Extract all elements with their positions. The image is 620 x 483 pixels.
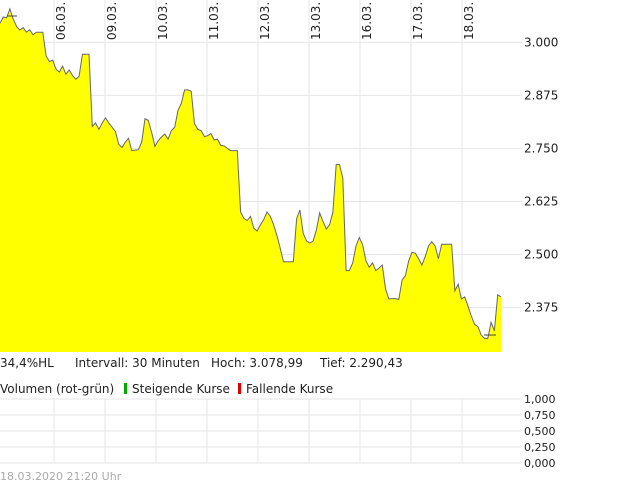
info-bar: 34,4%HL Intervall: 30 Minuten Hoch: 3.07… — [0, 355, 620, 371]
price-area — [0, 8, 501, 352]
legend-falling: Fallende Kurse — [238, 381, 333, 397]
legend-rising: Steigende Kurse — [124, 381, 230, 397]
price-x-tick-label: 10.03. — [156, 2, 170, 40]
price-y-tick-label: 3.000 — [524, 35, 558, 49]
price-x-tick-label: 09.03. — [105, 2, 119, 40]
rising-swatch — [124, 383, 127, 394]
volume-y-tick-label: 0,250 — [524, 441, 556, 454]
legend-rising-label: Steigende Kurse — [132, 382, 230, 396]
price-y-tick-label: 2.875 — [524, 88, 558, 102]
legend-falling-label: Fallende Kurse — [246, 382, 334, 396]
volume-title: Volumen (rot-grün) — [0, 382, 115, 396]
price-x-tick-label: 16.03. — [360, 2, 374, 40]
volume-chart: 0,000 0,250 0,500 0,750 1,000 — [0, 393, 556, 470]
volume-y-tick-label: 0,500 — [524, 425, 556, 438]
price-x-tick-label: 06.03. — [54, 2, 68, 40]
volume-y-tick-label: 1,000 — [524, 393, 556, 406]
timestamp: 18.03.2020 21:20 Uhr — [0, 470, 122, 483]
hl-percent: 34,4%HL — [0, 356, 54, 370]
price-y-tick-label: 2.750 — [524, 141, 558, 155]
price-y-tick-label: 2.625 — [524, 194, 558, 208]
volume-legend: Volumen (rot-grün) Steigende Kurse Falle… — [0, 381, 620, 397]
price-line — [0, 7, 502, 339]
price-chart: 06.03. 09.03. 10.03. 11.03. 12.03. 13.03. 16.0… — [0, 0, 558, 352]
low-label: Tief: 2.290,43 — [320, 356, 403, 370]
volume-y-tick-label: 0,000 — [524, 457, 556, 470]
price-y-tick-label: 2.500 — [524, 247, 558, 261]
price-x-tick-label: 13.03. — [309, 2, 323, 40]
interval-label: Intervall: 30 Minuten — [75, 356, 200, 370]
price-x-tick-label: 12.03. — [258, 2, 272, 40]
price-y-tick-label: 2.375 — [524, 300, 558, 314]
high-label: Hoch: 3.078,99 — [211, 356, 303, 370]
price-x-tick-label: 17.03. — [411, 2, 425, 40]
price-x-tick-label: 11.03. — [207, 2, 221, 40]
volume-y-tick-label: 0,750 — [524, 409, 556, 422]
falling-swatch — [238, 383, 241, 394]
price-x-tick-label: 18.03. — [462, 2, 476, 40]
